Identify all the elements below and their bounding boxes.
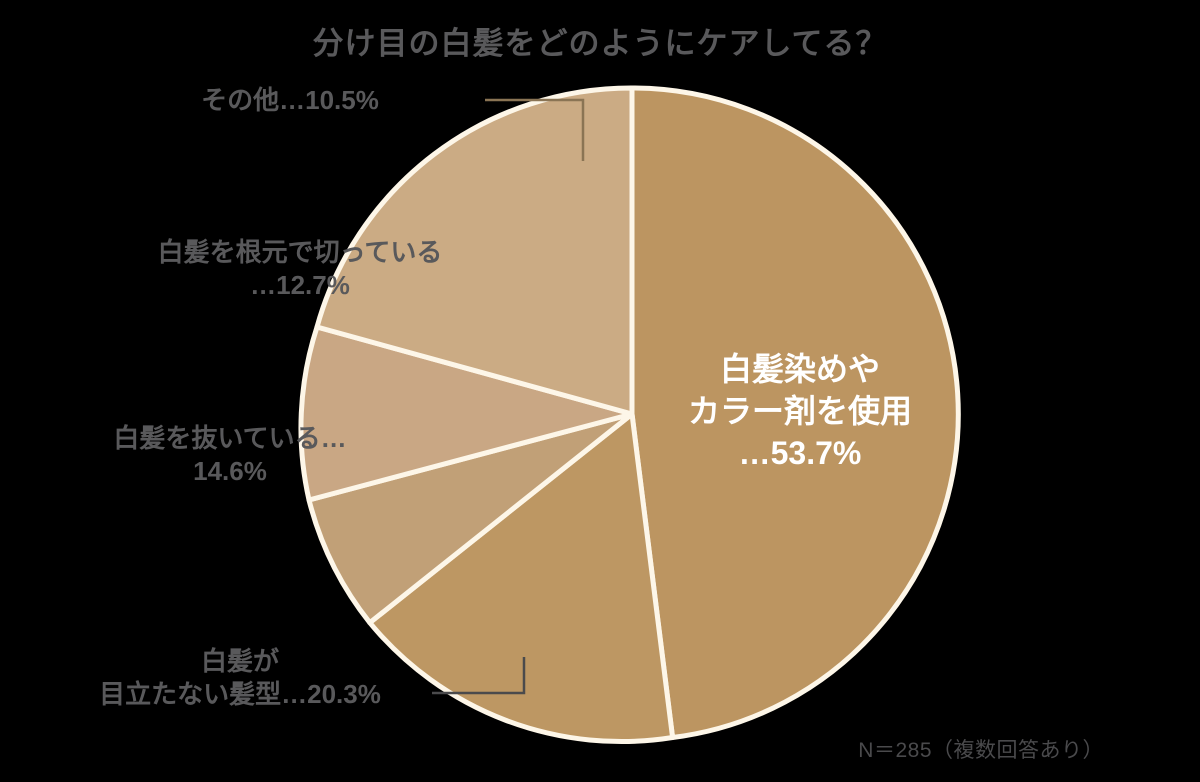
- sample-size-note: N＝285（複数回答あり）: [858, 739, 1104, 762]
- pie-slice-cut-root: [298, 324, 635, 503]
- pie-label-cut-root: 白髪を根元で切っている …12.7%: [157, 237, 443, 300]
- pie-label-hairstyle: 白髪が 目立たない髪型…20.3%: [99, 646, 381, 709]
- pie-label-other: その他…10.5%: [201, 85, 379, 115]
- page-title: 分け目の白髪をどのようにケアしてる？: [312, 26, 888, 61]
- pie-slice-pluck: [306, 411, 635, 626]
- leader-line-other: [485, 98, 585, 161]
- pie-slice-dye: [629, 85, 961, 740]
- pie-label-pluck: 白髪を抜いている… 14.6%: [113, 423, 347, 486]
- pie-slice-other: [314, 85, 635, 417]
- leader-line-hairstyle: [432, 657, 526, 695]
- pie-slice-hairstyle: [367, 411, 676, 744]
- pie-label-dye: 白髪染めや カラー剤を使用 …53.7%: [687, 351, 912, 472]
